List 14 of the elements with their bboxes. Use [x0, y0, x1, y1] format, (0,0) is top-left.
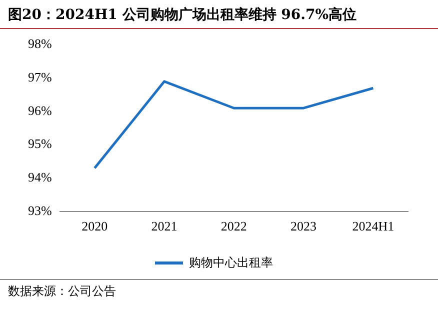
legend-label: 购物中心出租率 [189, 255, 273, 270]
x-tick-label: 2021 [151, 218, 178, 234]
chart-title: 图20：2024H1 公司购物广场出租率维持 96.7%高位 [0, 0, 438, 29]
y-tick-label: 93% [28, 202, 52, 218]
x-tick-label: 2022 [220, 218, 247, 234]
x-tick-label: 2024H1 [352, 218, 394, 234]
y-tick-label: 94% [28, 170, 52, 184]
y-tick-label: 98% [28, 36, 52, 52]
source-note: 数据来源：公司公告 [0, 279, 438, 303]
y-tick-label: 95% [28, 136, 52, 152]
x-tick-label: 2020 [82, 218, 108, 234]
y-tick-label: 96% [28, 102, 52, 118]
y-tick-label: 97% [28, 70, 52, 85]
x-tick-label: 2023 [290, 218, 317, 234]
